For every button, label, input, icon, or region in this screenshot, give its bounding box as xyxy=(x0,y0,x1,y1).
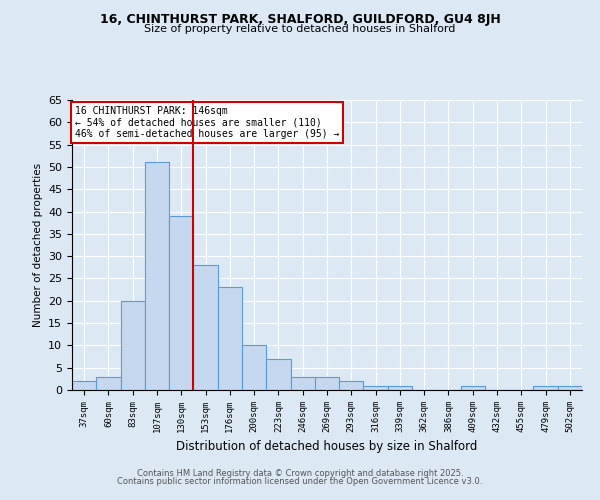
Bar xyxy=(558,386,582,390)
Y-axis label: Number of detached properties: Number of detached properties xyxy=(32,163,43,327)
Bar xyxy=(96,376,121,390)
Bar xyxy=(72,381,96,390)
Text: Contains HM Land Registry data © Crown copyright and database right 2025.: Contains HM Land Registry data © Crown c… xyxy=(137,468,463,477)
Text: Size of property relative to detached houses in Shalford: Size of property relative to detached ho… xyxy=(145,24,455,34)
X-axis label: Distribution of detached houses by size in Shalford: Distribution of detached houses by size … xyxy=(176,440,478,454)
Bar xyxy=(121,301,145,390)
Bar xyxy=(364,386,388,390)
Bar xyxy=(315,376,339,390)
Bar xyxy=(193,265,218,390)
Bar xyxy=(290,376,315,390)
Bar xyxy=(339,381,364,390)
Bar xyxy=(145,162,169,390)
Bar xyxy=(388,386,412,390)
Text: 16 CHINTHURST PARK: 146sqm
← 54% of detached houses are smaller (110)
46% of sem: 16 CHINTHURST PARK: 146sqm ← 54% of deta… xyxy=(74,106,339,139)
Bar xyxy=(169,216,193,390)
Bar xyxy=(218,288,242,390)
Bar xyxy=(266,359,290,390)
Bar xyxy=(461,386,485,390)
Text: Contains public sector information licensed under the Open Government Licence v3: Contains public sector information licen… xyxy=(118,477,482,486)
Bar xyxy=(242,346,266,390)
Bar xyxy=(533,386,558,390)
Text: 16, CHINTHURST PARK, SHALFORD, GUILDFORD, GU4 8JH: 16, CHINTHURST PARK, SHALFORD, GUILDFORD… xyxy=(100,12,500,26)
